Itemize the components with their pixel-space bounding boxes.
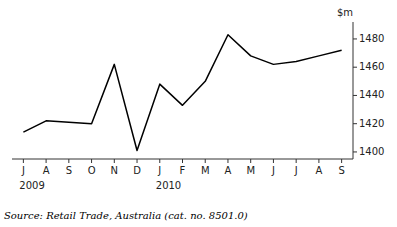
y-tick-label: 1460 bbox=[359, 61, 384, 72]
x-tick-label: A bbox=[225, 165, 232, 176]
x-tick-label: A bbox=[315, 165, 322, 176]
x-tick bbox=[205, 159, 206, 163]
y-axis-line bbox=[353, 22, 354, 159]
y-tick bbox=[353, 151, 357, 152]
y-tick bbox=[353, 67, 357, 68]
y-tick bbox=[353, 38, 357, 39]
chart: 1400 1420 1440 1460 1480 $m J A S O N D J F M A M J J A S 200… bbox=[0, 0, 397, 227]
x-tick bbox=[23, 159, 24, 163]
y-tick bbox=[353, 95, 357, 96]
x-tick-label: J bbox=[157, 165, 161, 176]
x-tick bbox=[273, 159, 274, 163]
x-tick-label: J bbox=[294, 165, 298, 176]
x-tick-label: N bbox=[111, 165, 118, 176]
x-tick-label: M bbox=[201, 165, 210, 176]
x-tick-label: S bbox=[338, 165, 344, 176]
x-tick bbox=[227, 159, 228, 163]
x-tick bbox=[46, 159, 47, 163]
x-tick bbox=[91, 159, 92, 163]
x-tick bbox=[318, 159, 319, 163]
x-tick-label: M bbox=[246, 165, 255, 176]
x-tick bbox=[341, 159, 342, 163]
x-tick-label: J bbox=[271, 165, 275, 176]
x-tick-label: S bbox=[66, 165, 72, 176]
x-tick bbox=[296, 159, 297, 163]
x-tick-label: D bbox=[133, 165, 141, 176]
x-tick bbox=[182, 159, 183, 163]
x-tick bbox=[250, 159, 251, 163]
source-note: Source: Retail Trade, Australia (cat. no… bbox=[4, 210, 248, 221]
x-tick-label: A bbox=[43, 165, 50, 176]
x-tick bbox=[137, 159, 138, 163]
year-label: 2009 bbox=[19, 180, 44, 191]
x-tick bbox=[68, 159, 69, 163]
y-tick-label: 1480 bbox=[359, 33, 384, 44]
y-axis-label: $m bbox=[337, 7, 353, 18]
y-tick-label: 1420 bbox=[359, 118, 384, 129]
y-tick-label: 1400 bbox=[359, 146, 384, 157]
x-tick bbox=[114, 159, 115, 163]
x-tick-label: O bbox=[88, 165, 96, 176]
y-tick-label: 1440 bbox=[359, 89, 384, 100]
year-label: 2010 bbox=[156, 180, 181, 191]
y-tick bbox=[353, 123, 357, 124]
x-tick-label: J bbox=[21, 165, 25, 176]
chart-container: 1400 1420 1440 1460 1480 $m J A S O N D J F M A M J J A S 200… bbox=[0, 0, 397, 227]
x-tick bbox=[159, 159, 160, 163]
plot-area bbox=[23, 35, 341, 151]
data-line bbox=[23, 35, 341, 151]
x-tick-label: F bbox=[180, 165, 186, 176]
